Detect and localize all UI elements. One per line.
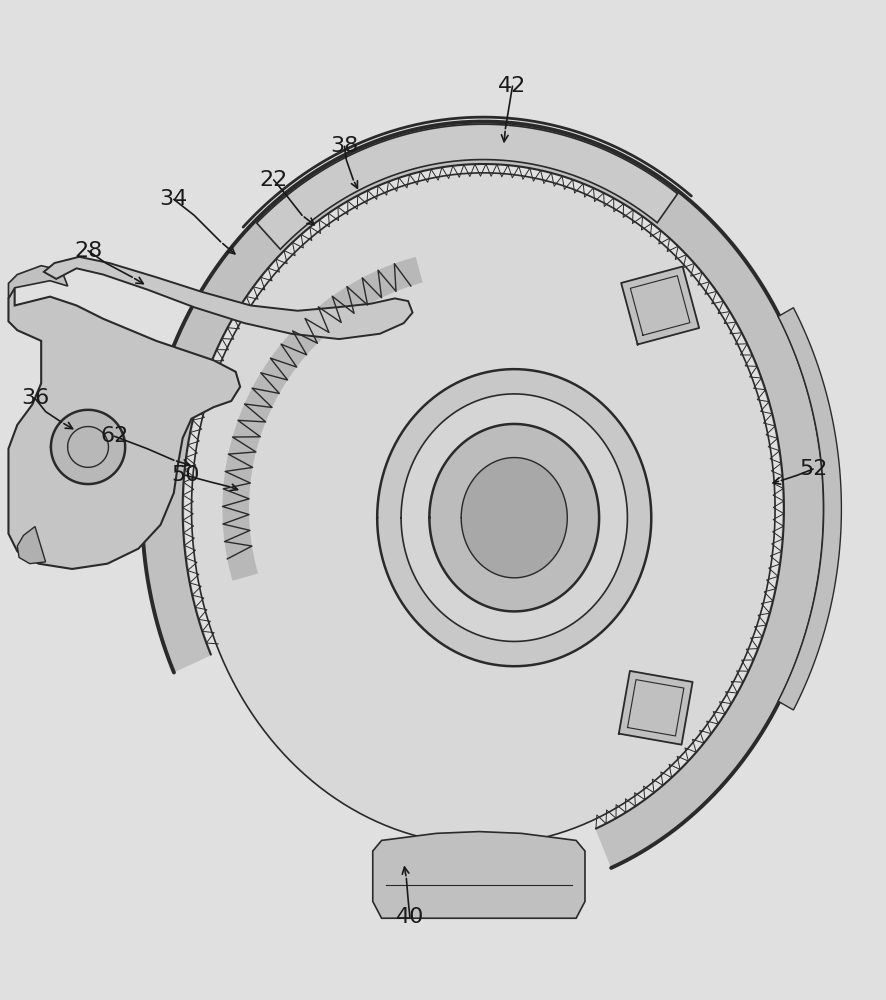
Polygon shape <box>372 832 584 918</box>
Text: 52: 52 <box>798 459 827 479</box>
Text: 22: 22 <box>260 170 288 190</box>
Polygon shape <box>777 308 841 710</box>
Text: 36: 36 <box>21 388 49 408</box>
Polygon shape <box>43 257 412 339</box>
Polygon shape <box>519 474 579 534</box>
Polygon shape <box>429 424 598 611</box>
Polygon shape <box>618 671 692 745</box>
Polygon shape <box>626 680 683 736</box>
Text: 40: 40 <box>395 907 424 927</box>
Text: 42: 42 <box>498 76 526 96</box>
Text: 62: 62 <box>100 426 128 446</box>
Polygon shape <box>51 410 125 484</box>
Polygon shape <box>256 124 677 249</box>
Polygon shape <box>18 527 45 564</box>
Polygon shape <box>222 257 422 581</box>
Text: 34: 34 <box>159 189 188 209</box>
Polygon shape <box>461 458 567 578</box>
Polygon shape <box>630 276 689 335</box>
Polygon shape <box>620 266 698 344</box>
Polygon shape <box>9 288 240 569</box>
Polygon shape <box>400 394 626 641</box>
Text: 28: 28 <box>74 241 102 261</box>
Polygon shape <box>191 173 774 845</box>
Polygon shape <box>377 369 650 666</box>
Polygon shape <box>9 266 67 298</box>
Text: 38: 38 <box>330 136 358 156</box>
Polygon shape <box>142 122 824 868</box>
Text: 50: 50 <box>171 465 199 485</box>
